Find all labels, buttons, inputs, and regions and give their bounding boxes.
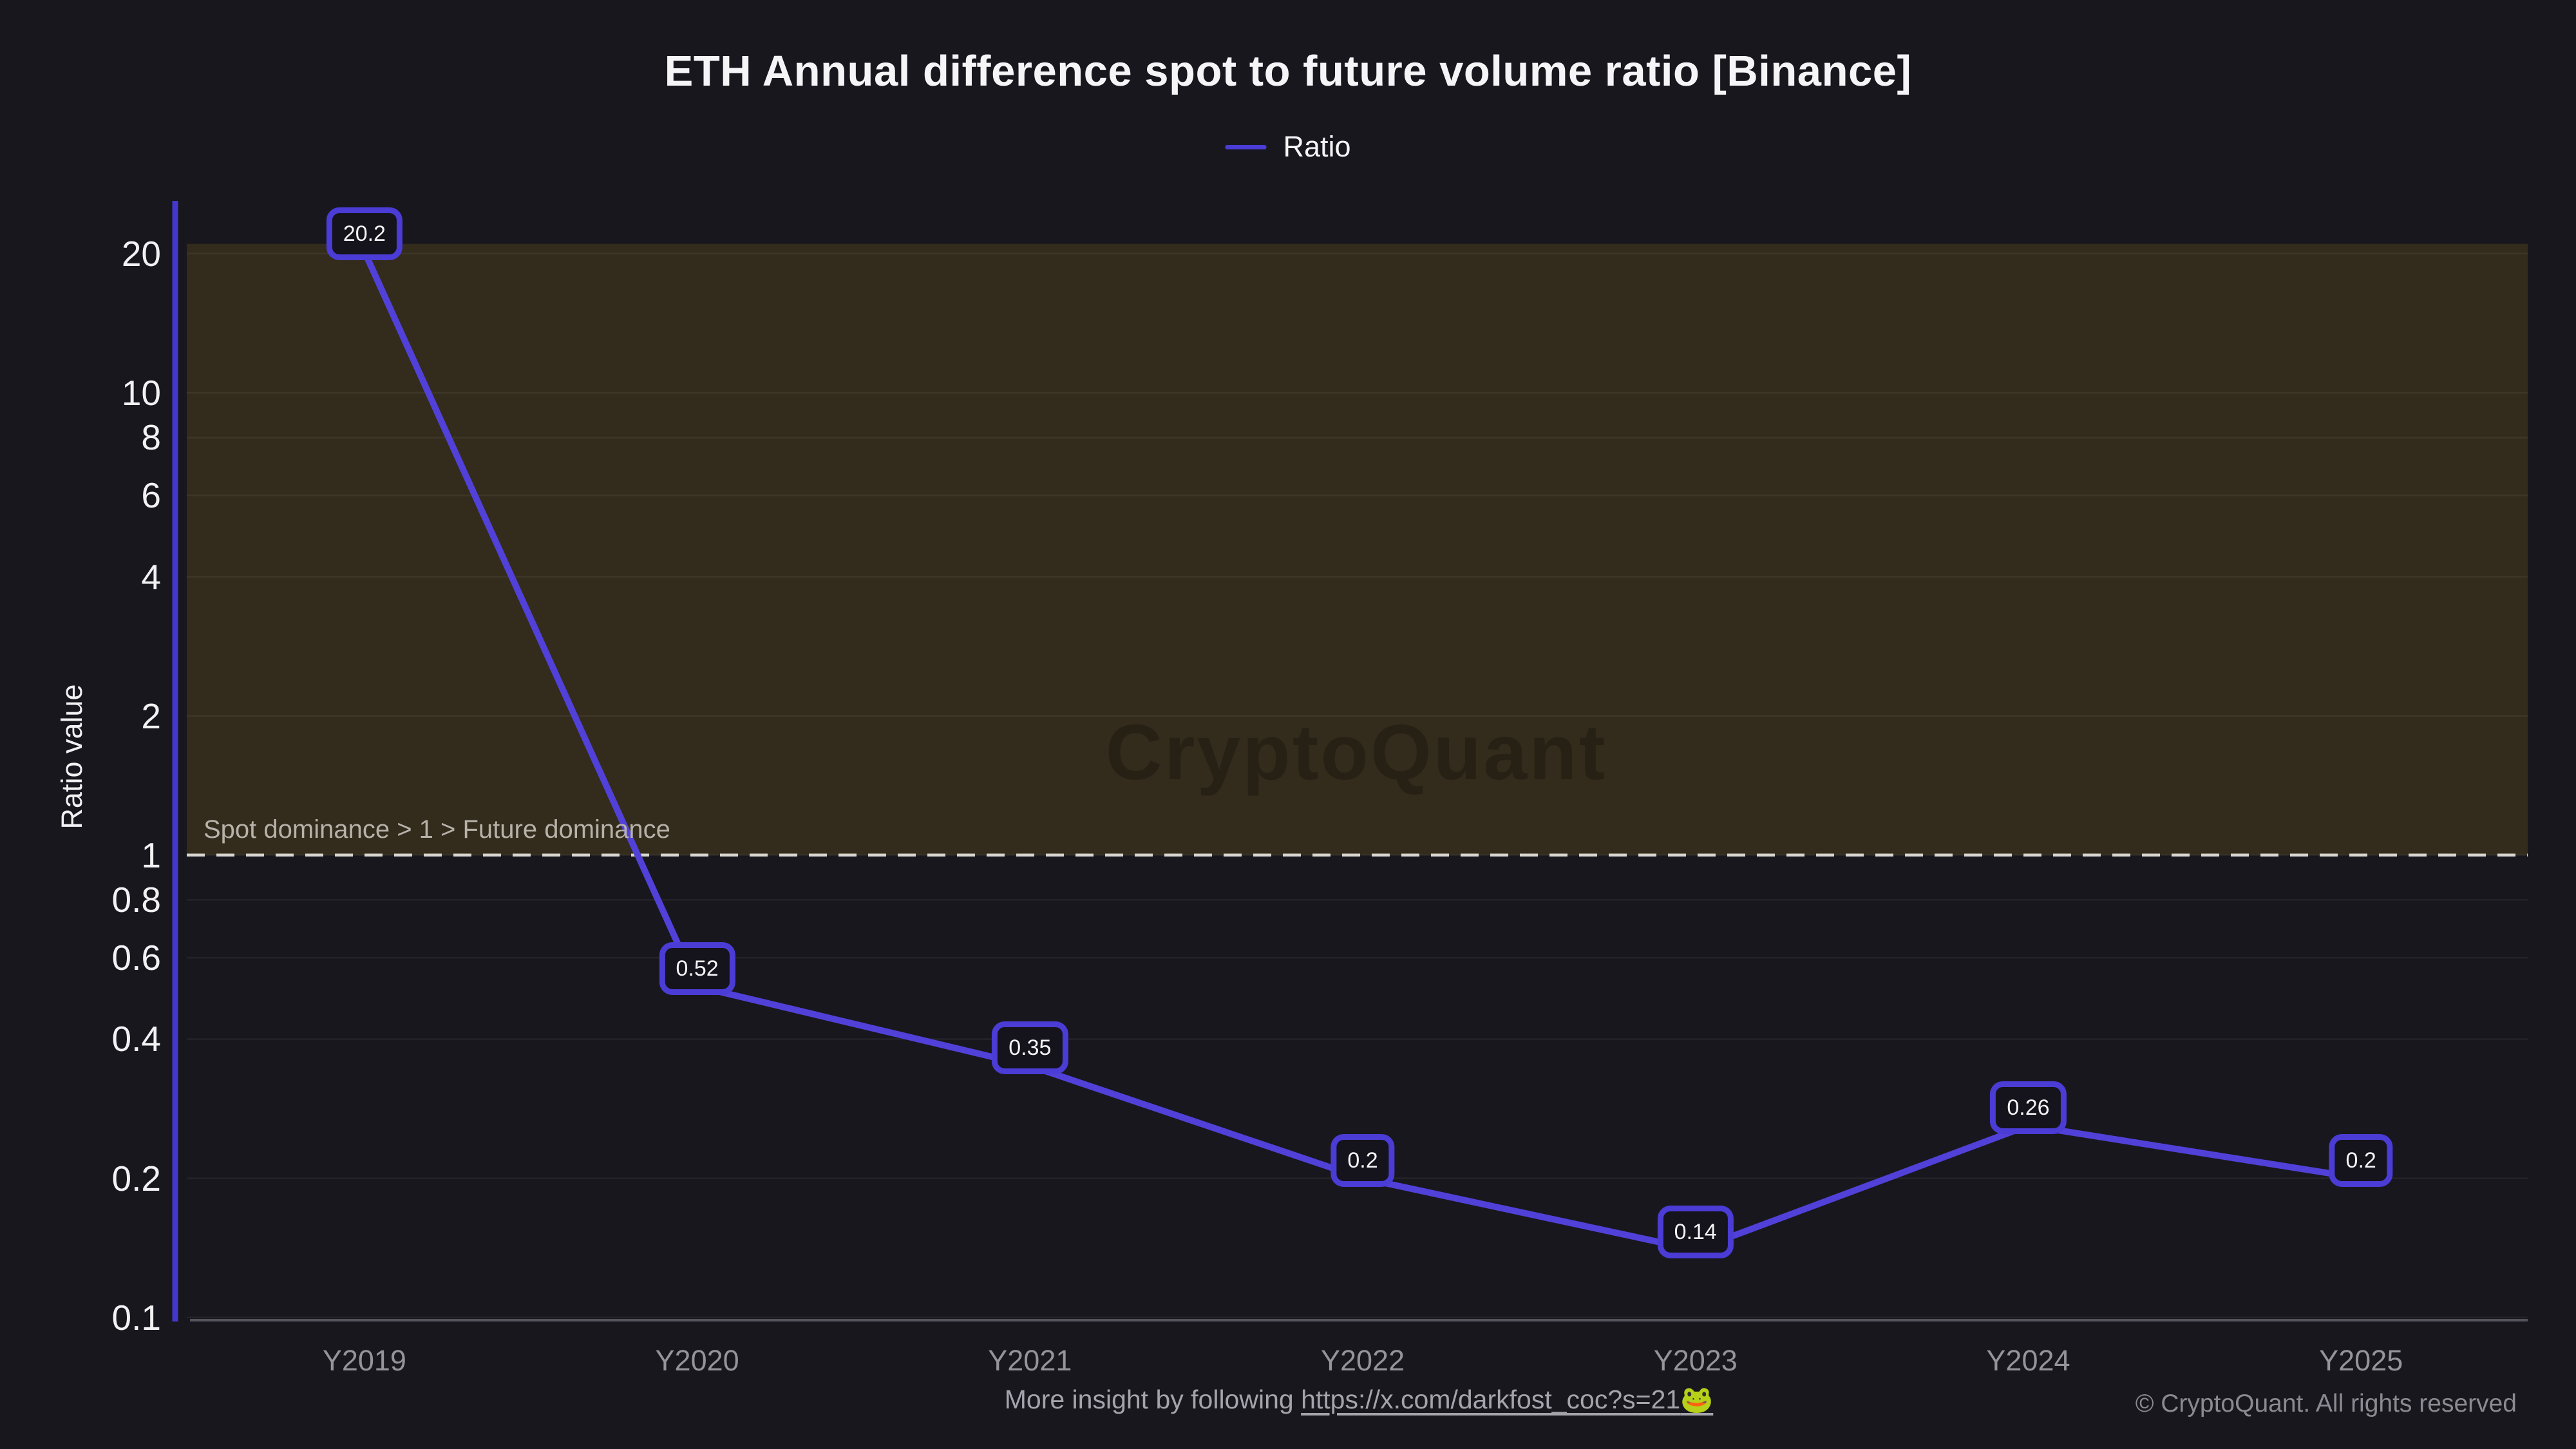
chart-title: ETH Annual difference spot to future vol…: [664, 47, 1912, 95]
y-tick-label: 8: [141, 417, 161, 458]
y-tick-label: 1: [141, 835, 161, 875]
y-tick-label: 0.8: [111, 880, 161, 920]
data-point-label: 20.2: [326, 207, 402, 260]
y-tick-label: 0.1: [111, 1297, 161, 1338]
x-tick-label: Y2023: [1653, 1344, 1738, 1377]
x-tick-label: Y2022: [1320, 1344, 1405, 1377]
x-tick-label: Y2020: [655, 1344, 739, 1377]
legend: Ratio: [1225, 130, 1351, 164]
y-tick-label: 20: [121, 233, 161, 274]
frog-emoji: 🐸: [1680, 1385, 1714, 1414]
footer-follow-text: More insight by following https://x.com/…: [1005, 1385, 1714, 1416]
x-tick-label: Y2019: [322, 1344, 406, 1377]
data-point-label: 0.2: [1331, 1133, 1395, 1187]
cryptoquant-watermark: CryptoQuant: [1105, 708, 1607, 796]
legend-label: Ratio: [1283, 130, 1351, 163]
y-tick-label: 2: [141, 696, 161, 736]
footer-link-url: https://x.com/darkfost_coc?s=21: [1301, 1385, 1681, 1414]
spot-dominance-band: [187, 243, 2528, 855]
footer-prefix: More insight by following: [1004, 1385, 1302, 1414]
data-point-label: 0.2: [2329, 1133, 2393, 1187]
copyright: © CryptoQuant. All rights reserved: [2135, 1390, 2517, 1417]
y-tick-label: 0.6: [111, 938, 161, 978]
legend-line-swatch: [1225, 144, 1267, 149]
data-point-label: 0.14: [1657, 1205, 1734, 1258]
y-tick-label: 6: [141, 475, 161, 516]
y-tick-label: 0.2: [111, 1158, 161, 1198]
data-point-label: 0.35: [992, 1021, 1068, 1075]
darkfost-link[interactable]: https://x.com/darkfost_coc?s=21🐸: [1301, 1385, 1713, 1414]
x-tick-label: Y2025: [2319, 1344, 2403, 1377]
y-gridlines: [187, 252, 2528, 1318]
y-tick-label: 0.4: [111, 1019, 161, 1059]
spot-dominance-annotation: Spot dominance > 1 > Future dominance: [204, 815, 670, 844]
y-tick-label: 10: [121, 372, 161, 413]
data-point-label: 0.52: [659, 942, 735, 995]
x-tick-label: Y2024: [1986, 1344, 2070, 1377]
data-point-label: 0.26: [1990, 1081, 2067, 1134]
x-tick-label: Y2021: [988, 1344, 1072, 1377]
y-tick-label: 4: [141, 556, 161, 597]
